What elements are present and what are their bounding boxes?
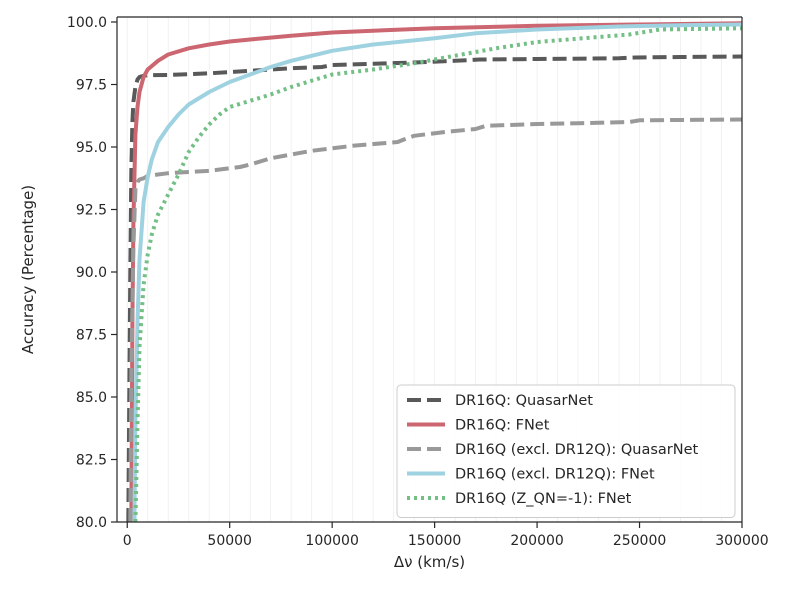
x-tick-label: 100000	[305, 533, 358, 549]
legend-label: DR16Q (excl. DR12Q): QuasarNet	[455, 442, 698, 458]
legend-box	[396, 384, 736, 518]
x-axis-label: Δν (km/s)	[394, 553, 465, 571]
legend: DR16Q: QuasarNet DR16Q: FNet DR16Q (excl. …	[396, 384, 736, 518]
x-tick-label: 300000	[715, 533, 768, 549]
legend-label: DR16Q (excl. DR12Q): FNet	[455, 467, 655, 483]
tick-layer: 0 50000 100000 150000 200000 250000 300000 80.0…	[67, 15, 769, 549]
x-tick-label: 200000	[510, 533, 563, 549]
y-tick-label: 82.5	[76, 453, 107, 469]
legend-label: DR16Q (Z_QN=-1): FNet	[455, 491, 632, 507]
chart-axes	[116, 16, 743, 523]
x-tick-label: 250000	[613, 533, 666, 549]
series-layer	[126, 21, 743, 523]
series-line-dr16q-fnet	[129, 21, 743, 523]
y-tick-label: 90.0	[76, 265, 107, 281]
y-tick-label: 87.5	[76, 328, 107, 344]
y-tick-label: 97.5	[76, 78, 107, 94]
y-axis-label: Accuracy (Percentage)	[19, 185, 37, 354]
x-tick-label: 0	[123, 533, 132, 549]
legend-label: DR16Q: QuasarNet	[455, 393, 593, 409]
series-line-dr16q-excl-dr12q-fnet	[132, 22, 743, 523]
y-tick-label: 92.5	[76, 203, 107, 219]
series-line-dr16q-excl-dr12q-quasarnet	[128, 117, 743, 523]
y-tick-label: 100.0	[67, 15, 107, 31]
legend-label: DR16Q: FNet	[455, 418, 550, 434]
y-tick-label: 85.0	[76, 390, 107, 406]
x-tick-label: 150000	[408, 533, 461, 549]
y-tick-label: 95.0	[76, 140, 107, 156]
series-line-dr16q-quasarnet	[126, 54, 743, 523]
y-tick-label: 80.0	[76, 515, 107, 531]
x-tick-label: 50000	[207, 533, 252, 549]
